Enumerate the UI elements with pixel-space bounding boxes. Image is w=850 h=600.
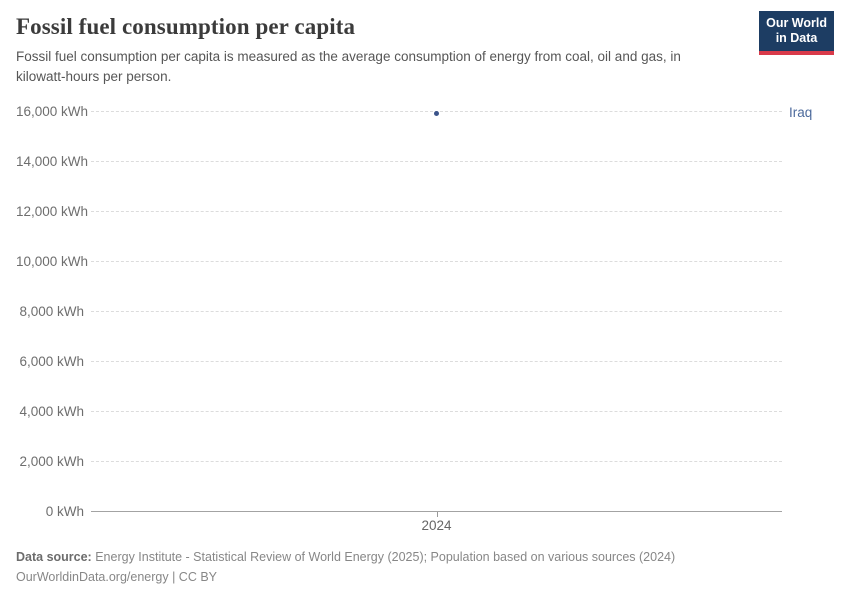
y-axis-tick-label: 6,000 kWh (19, 354, 84, 369)
y-axis-tick-label: 2,000 kWh (19, 454, 84, 469)
y-axis-tick-label: 4,000 kWh (19, 404, 84, 419)
y-gridline-row: 8,000 kWh (16, 303, 782, 321)
data-source-label: Data source: (16, 549, 92, 564)
gridline (91, 311, 782, 312)
y-axis-tick-label: 16,000 kWh (16, 104, 89, 119)
data-point-iraq[interactable] (434, 110, 439, 116)
y-axis-tick-label: 0 kWh (45, 504, 84, 519)
y-axis-tick-label: 8,000 kWh (19, 304, 84, 319)
owid-logo[interactable]: Our World in Data (759, 11, 834, 55)
data-source-text: Energy Institute - Statistical Review of… (95, 549, 676, 564)
gridline (91, 361, 782, 362)
license-line[interactable]: OurWorldinData.org/energy | CC BY (16, 569, 218, 584)
y-gridline-row: 16,000 kWh (16, 103, 782, 121)
owid-logo-line2: in Data (775, 31, 818, 46)
chart-footer: Data source: Energy Institute - Statisti… (16, 547, 834, 588)
chart-area: 0 kWh 2,000 kWh 4,000 kWh 6,000 kWh 8,000 kW… (16, 104, 834, 540)
header-text: Fossil fuel consumption per capita Fossi… (16, 14, 731, 88)
gridline (91, 211, 782, 212)
entity-label-iraq[interactable]: Iraq (789, 105, 813, 120)
y-gridline-row: 2,000 kWh (16, 453, 782, 471)
y-axis-tick-label: 10,000 kWh (16, 254, 89, 269)
gridline (91, 261, 782, 262)
data-source-line: Data source: Energy Institute - Statisti… (16, 547, 834, 567)
owid-logo-line1: Our World (766, 16, 827, 30)
y-gridline-row: 12,000 kWh (16, 203, 782, 221)
y-gridline-row: 10,000 kWh (16, 253, 782, 271)
x-axis-tick-label: 2024 (421, 517, 452, 533)
chart-header: Fossil fuel consumption per capita Fossi… (16, 11, 834, 88)
y-axis-tick-label: 12,000 kWh (16, 204, 89, 219)
gridline (91, 161, 782, 162)
y-gridline-row: 6,000 kWh (16, 353, 782, 371)
y-gridline-row: 14,000 kWh (16, 153, 782, 171)
gridline (91, 461, 782, 462)
y-gridline-row: 0 kWh (16, 503, 782, 521)
x-axis-tick-mark (436, 511, 438, 517)
y-axis-tick-label: 14,000 kWh (16, 154, 89, 169)
gridline (91, 411, 782, 412)
y-gridline-row: 4,000 kWh (16, 403, 782, 421)
chart-subtitle: Fossil fuel consumption per capita is me… (16, 49, 681, 85)
page-title: Fossil fuel consumption per capita (16, 14, 356, 39)
